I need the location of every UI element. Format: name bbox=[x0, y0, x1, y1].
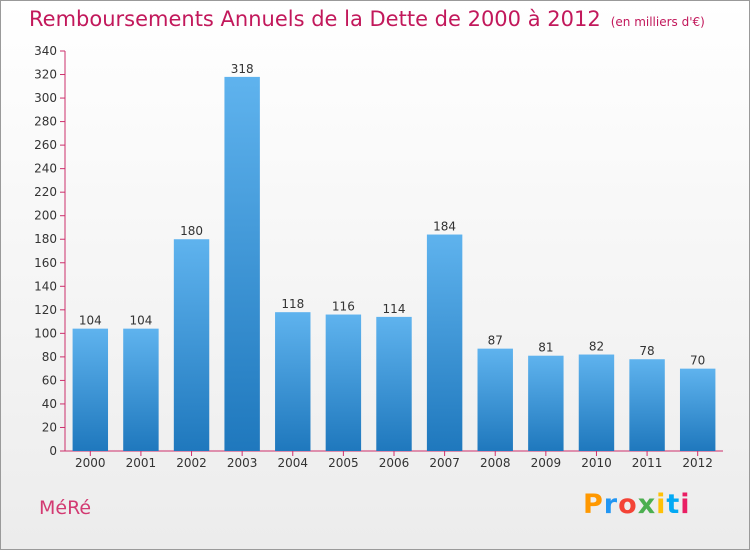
x-tick-label: 2011 bbox=[632, 456, 663, 470]
y-tick-label: 240 bbox=[34, 162, 57, 176]
x-tick-label: 2002 bbox=[176, 456, 207, 470]
x-tick-label: 2008 bbox=[480, 456, 511, 470]
y-tick-label: 100 bbox=[34, 326, 57, 340]
y-tick-label: 300 bbox=[34, 91, 57, 105]
bar-2009 bbox=[528, 355, 564, 451]
y-tick-label: 20 bbox=[42, 420, 57, 434]
bar-value-label: 184 bbox=[433, 220, 456, 234]
chart-unit-note: (en milliers d'€) bbox=[610, 15, 705, 29]
y-tick-label: 160 bbox=[34, 256, 57, 270]
x-tick-label: 2004 bbox=[277, 456, 308, 470]
y-tick-label: 80 bbox=[42, 350, 57, 364]
x-tick-label: 2003 bbox=[227, 456, 258, 470]
y-axis: 0 20 40 60 80 100 120 140 160 180 200 220 240 260 280 3… bbox=[34, 44, 66, 458]
bar-value-label: 318 bbox=[231, 62, 254, 76]
bar-2007 bbox=[426, 234, 463, 451]
y-tick-label: 60 bbox=[42, 373, 57, 387]
bar-2006 bbox=[376, 316, 412, 451]
bar-2003 bbox=[224, 76, 260, 451]
x-tick-label: 2000 bbox=[75, 456, 106, 470]
bar-2001 bbox=[123, 328, 159, 451]
bar-2005 bbox=[325, 314, 362, 451]
x-tick-label: 2007 bbox=[429, 456, 460, 470]
bar-2004 bbox=[275, 312, 311, 451]
y-tick-label: 260 bbox=[34, 138, 57, 152]
bar-value-label: 70 bbox=[690, 354, 705, 368]
y-tick-label: 180 bbox=[34, 232, 57, 246]
x-tick-label: 2010 bbox=[581, 456, 612, 470]
bar-value-label: 78 bbox=[639, 344, 654, 358]
x-tick-label: 2006 bbox=[379, 456, 410, 470]
y-tick-label: 0 bbox=[49, 444, 57, 458]
bar-value-label: 114 bbox=[383, 302, 406, 316]
bar-value-label: 104 bbox=[79, 314, 102, 328]
y-tick-label: 40 bbox=[42, 397, 57, 411]
proxiti-logo: Proxiti bbox=[583, 489, 691, 520]
chart-title-text: Remboursements Annuels de la Dette de 20… bbox=[29, 7, 601, 31]
chart-title: Remboursements Annuels de la Dette de 20… bbox=[29, 7, 705, 31]
bar-2012 bbox=[679, 368, 716, 451]
bar-2011 bbox=[629, 359, 665, 451]
y-tick-label: 280 bbox=[34, 115, 57, 129]
bar-value-label: 81 bbox=[538, 341, 553, 355]
bar-value-label: 116 bbox=[332, 300, 355, 314]
y-tick-label: 220 bbox=[34, 185, 57, 199]
bar-2000 bbox=[72, 328, 109, 451]
y-tick-label: 200 bbox=[34, 209, 57, 223]
x-tick-label: 2009 bbox=[531, 456, 562, 470]
bar-2008 bbox=[477, 348, 513, 451]
x-tick-label: 2001 bbox=[126, 456, 157, 470]
y-tick-label: 120 bbox=[34, 303, 57, 317]
bars: 104 104 180 318 118 116 114 184 87 81 82 78 70 bbox=[72, 62, 716, 451]
commune-name: MéRé bbox=[39, 497, 92, 519]
bar-value-label: 180 bbox=[180, 224, 203, 238]
bar-value-label: 118 bbox=[281, 297, 304, 311]
x-axis: 2000 2001 2002 2003 2004 2005 2006 2007 2008 2009… bbox=[65, 450, 723, 470]
x-tick-label: 2005 bbox=[328, 456, 359, 470]
bar-2010 bbox=[578, 354, 615, 451]
y-tick-label: 340 bbox=[34, 44, 57, 58]
bar-value-label: 82 bbox=[589, 340, 604, 354]
bar-value-label: 87 bbox=[488, 334, 503, 348]
x-tick-label: 2012 bbox=[682, 456, 713, 470]
bar-value-label: 104 bbox=[129, 314, 152, 328]
y-tick-label: 320 bbox=[34, 68, 57, 82]
y-tick-label: 140 bbox=[34, 279, 57, 293]
bar-2002 bbox=[173, 239, 210, 451]
